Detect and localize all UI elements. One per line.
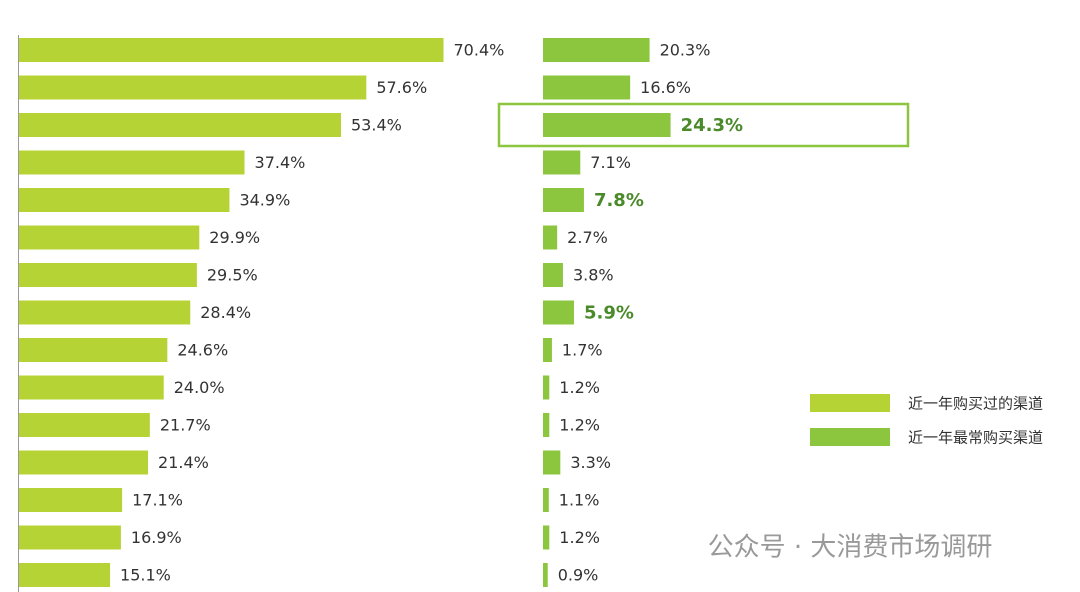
legend-swatch — [810, 428, 890, 446]
value-label: 1.2% — [559, 416, 600, 435]
value-label: 1.2% — [559, 528, 600, 547]
value-label: 53.4% — [351, 116, 402, 135]
legend-swatch — [810, 394, 890, 412]
highlight-box — [497, 102, 910, 148]
legend-label: 近一年最常购买渠道 — [908, 429, 1043, 447]
bar — [543, 225, 558, 250]
value-label: 28.4% — [200, 303, 251, 322]
bar — [19, 263, 197, 287]
value-label: 24.6% — [177, 341, 228, 360]
bar — [543, 338, 552, 362]
bar — [543, 488, 549, 512]
value-label: 15.1% — [120, 566, 171, 585]
value-label: 7.8% — [594, 190, 644, 211]
value-label: 34.9% — [239, 191, 290, 210]
bar — [19, 113, 342, 137]
bar — [543, 525, 550, 550]
value-label: 16.6% — [640, 78, 691, 97]
bar — [543, 75, 631, 100]
bar — [19, 413, 150, 437]
bar — [19, 38, 444, 62]
bar — [543, 413, 550, 437]
bar — [19, 188, 230, 212]
value-label: 2.7% — [567, 228, 608, 247]
bar — [19, 563, 111, 587]
value-label: 1.7% — [562, 341, 603, 360]
value-label: 1.2% — [559, 378, 600, 397]
value-label: 5.9% — [584, 303, 634, 324]
value-label: 3.8% — [573, 266, 614, 285]
value-label: 3.3% — [570, 453, 611, 472]
bar — [19, 75, 367, 100]
bar — [19, 300, 191, 325]
bar — [543, 263, 563, 287]
bar — [19, 525, 121, 550]
bar — [19, 338, 168, 362]
value-label: 16.9% — [131, 528, 182, 547]
bar — [543, 375, 550, 400]
value-label: 7.1% — [590, 153, 631, 172]
value-label: 29.9% — [209, 228, 260, 247]
value-label: 21.4% — [158, 453, 209, 472]
bar — [543, 38, 650, 62]
bar — [543, 188, 584, 212]
value-label: 70.4% — [454, 41, 505, 60]
bar — [19, 450, 149, 475]
value-label: 24.3% — [681, 115, 743, 136]
bar — [543, 150, 581, 175]
value-label: 0.9% — [558, 566, 599, 585]
bar — [19, 225, 200, 250]
value-label: 57.6% — [376, 78, 427, 97]
value-label: 24.0% — [174, 378, 225, 397]
bar — [543, 300, 574, 325]
bar — [543, 450, 561, 475]
value-label: 20.3% — [660, 41, 711, 60]
bar — [543, 563, 548, 587]
value-label: 37.4% — [255, 153, 306, 172]
bar — [19, 150, 245, 175]
bar — [19, 375, 164, 400]
value-label: 21.7% — [160, 416, 211, 435]
legend-label: 近一年购买过的渠道 — [908, 395, 1043, 413]
value-label: 29.5% — [207, 266, 258, 285]
value-label: 1.1% — [559, 491, 600, 510]
bar — [19, 488, 123, 512]
value-label: 17.1% — [132, 491, 183, 510]
watermark: 公众号 · 大消费市场调研 — [708, 533, 993, 563]
bar — [543, 113, 671, 137]
